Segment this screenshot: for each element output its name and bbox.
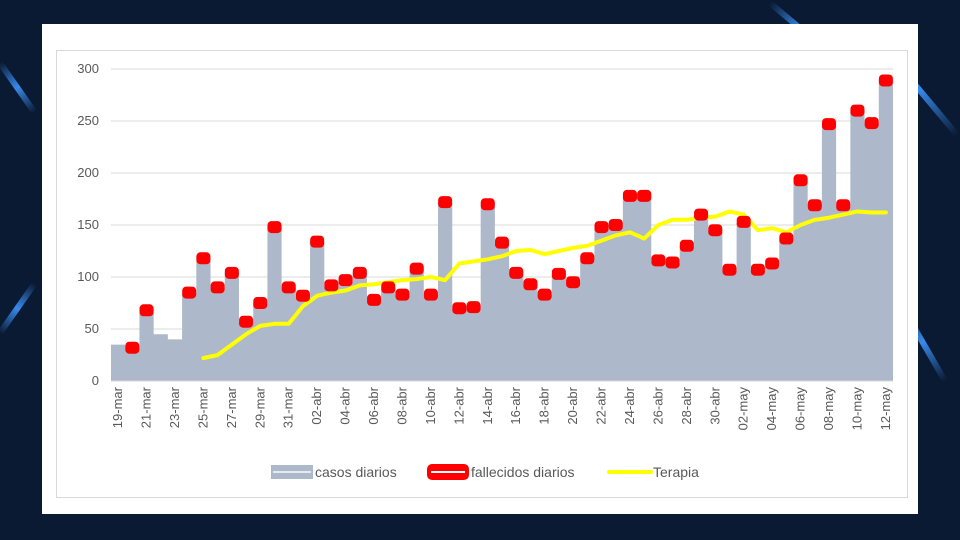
death-marker xyxy=(395,288,410,301)
death-marker xyxy=(281,281,296,294)
x-tick-label: 08-abr xyxy=(394,386,409,424)
x-tick-label: 31-mar xyxy=(281,386,296,428)
x-tick-label: 10-may xyxy=(849,387,864,431)
death-marker xyxy=(580,252,595,265)
death-marker xyxy=(352,266,367,279)
y-tick-label: 200 xyxy=(77,165,99,180)
death-marker xyxy=(409,262,424,275)
death-marker xyxy=(836,199,851,212)
death-marker xyxy=(708,224,723,237)
death-marker xyxy=(608,219,623,231)
death-marker xyxy=(822,118,837,131)
y-tick-label: 150 xyxy=(77,217,99,232)
death-marker xyxy=(338,274,353,287)
x-tick-label: 12-may xyxy=(878,387,893,431)
x-tick-label: 08-may xyxy=(821,387,836,431)
death-marker xyxy=(224,266,239,279)
x-tick-label: 29-mar xyxy=(252,386,267,428)
death-marker xyxy=(750,263,765,276)
death-marker xyxy=(722,263,737,276)
death-marker xyxy=(736,215,751,228)
x-tick-label: 19-mar xyxy=(110,386,125,428)
death-marker xyxy=(864,117,879,130)
x-tick-label: 25-mar xyxy=(195,386,210,428)
x-tick-label: 26-abr xyxy=(650,386,665,424)
death-marker xyxy=(310,235,325,248)
death-marker xyxy=(182,286,197,299)
x-tick-label: 18-abr xyxy=(537,386,552,424)
x-tick-label: 04-may xyxy=(764,387,779,431)
x-tick-label: 20-abr xyxy=(565,386,580,424)
x-tick-label: 16-abr xyxy=(508,386,523,424)
death-marker xyxy=(253,297,268,309)
x-tick-label: 06-abr xyxy=(366,386,381,424)
death-marker xyxy=(651,254,666,267)
death-marker xyxy=(551,267,566,280)
therapy-line xyxy=(201,209,888,361)
y-tick-label: 300 xyxy=(77,61,99,76)
death-marker xyxy=(793,174,808,187)
death-marker xyxy=(480,198,495,211)
y-tick-label: 250 xyxy=(77,113,99,128)
y-tick-label: 0 xyxy=(92,373,99,388)
death-marker xyxy=(466,301,481,314)
death-marker xyxy=(878,74,893,87)
x-tick-label: 24-abr xyxy=(622,386,637,424)
x-tick-label: 10-abr xyxy=(423,386,438,424)
death-marker xyxy=(694,208,709,221)
death-marker xyxy=(637,189,652,202)
x-tick-label: 02-abr xyxy=(309,386,324,424)
death-marker xyxy=(495,236,509,249)
background-stripe xyxy=(0,61,37,114)
death-marker xyxy=(807,199,822,212)
x-tick-label: 28-abr xyxy=(679,386,694,424)
slide-card: 0 50 100 150 200 250 300 19-mar 21-mar 23-mar 25-m… xyxy=(42,24,918,514)
death-marker xyxy=(537,288,552,301)
death-marker xyxy=(765,257,780,270)
death-marker xyxy=(196,252,211,265)
death-marker xyxy=(423,288,438,301)
death-marker xyxy=(125,341,140,354)
death-marker xyxy=(665,256,680,269)
death-marker xyxy=(210,281,225,294)
y-tick-label: 100 xyxy=(77,269,99,284)
death-marker xyxy=(324,279,339,292)
death-marker xyxy=(452,302,467,315)
death-marker xyxy=(779,232,794,245)
x-tick-label: 12-abr xyxy=(451,386,466,424)
death-marker xyxy=(438,196,453,209)
death-marker xyxy=(566,276,581,289)
x-tick-label: 04-abr xyxy=(338,386,353,424)
death-marker xyxy=(367,293,382,306)
background-stripe xyxy=(0,282,37,335)
death-marker xyxy=(850,104,865,117)
legend-label: fallecidos diarios xyxy=(471,464,575,480)
x-tick-label: 22-abr xyxy=(594,386,609,424)
death-marker xyxy=(381,281,396,294)
death-marker xyxy=(139,304,154,317)
death-marker xyxy=(509,266,524,279)
death-marker xyxy=(267,221,282,234)
x-tick-label: 27-mar xyxy=(224,386,239,428)
death-marker xyxy=(239,315,254,328)
x-tick-label: 23-mar xyxy=(167,386,182,428)
y-tick-label: 50 xyxy=(85,321,99,336)
x-tick-label: 14-abr xyxy=(480,386,495,424)
legend-label: casos diarios xyxy=(315,464,397,480)
death-marker xyxy=(523,278,538,291)
death-marker xyxy=(679,239,694,252)
death-marker xyxy=(594,221,609,234)
death-marker xyxy=(622,189,637,202)
legend-label: Terapia xyxy=(653,464,699,480)
x-tick-label: 21-mar xyxy=(139,386,154,428)
combo-chart: 0 50 100 150 200 250 300 19-mar 21-mar 23-mar 25-m… xyxy=(77,61,893,480)
x-tick-label: 02-may xyxy=(736,387,751,431)
x-tick-label: 06-may xyxy=(793,387,808,431)
x-tick-label: 30-abr xyxy=(707,386,722,424)
death-marker xyxy=(295,289,310,302)
chart-frame: 0 50 100 150 200 250 300 19-mar 21-mar 23-mar 25-m… xyxy=(56,50,908,498)
